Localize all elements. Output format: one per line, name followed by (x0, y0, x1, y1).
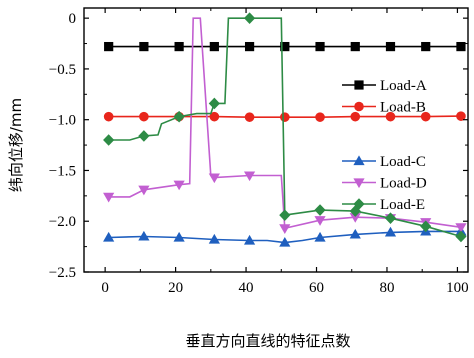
data-point-load-d (279, 224, 291, 234)
x-tick-label: 100 (446, 280, 469, 296)
data-point-load-c (173, 231, 185, 242)
series-load-a (104, 41, 466, 52)
data-point-load-b (420, 111, 431, 122)
legend-item-load-b: Load-B (342, 100, 426, 116)
legend: Load-A Load-B Load-C Load-D Load-E (342, 78, 427, 213)
data-point-load-c (279, 236, 291, 247)
legend-swatch-marker (353, 198, 365, 210)
legend-swatch-marker (354, 80, 364, 90)
data-point-load-a (421, 41, 431, 52)
axes: 0 20 40 60 80 100 0 −0.5 −1.0 −1.5 −2.0 −2.5 (49, 7, 469, 296)
x-tick-label: 20 (168, 280, 183, 296)
data-point-load-a (244, 41, 255, 52)
data-point-load-e (173, 110, 185, 123)
data-point-load-e (208, 97, 220, 110)
series-load-e (103, 12, 467, 243)
y-tick-label: −2.5 (49, 265, 76, 281)
data-point-load-b (350, 111, 361, 122)
data-point-load-b (103, 111, 114, 122)
data-point-load-b (280, 112, 290, 122)
x-tick-label: 80 (379, 280, 394, 296)
data-point-load-e (103, 134, 115, 146)
data-point-load-a (280, 41, 290, 52)
data-point-load-d (314, 216, 326, 226)
data-point-load-a (315, 41, 325, 52)
legend-item-load-a: Load-A (342, 78, 427, 94)
x-axis-title: 垂直方向直线的特征点数 (185, 332, 350, 350)
legend-swatch-marker (354, 101, 364, 112)
data-point-load-b (456, 111, 466, 121)
legend-group-1: Load-A Load-B (342, 78, 427, 116)
data-point-load-a (139, 41, 149, 52)
y-tick-label: −2.0 (49, 214, 76, 230)
plot-area (103, 12, 467, 247)
data-point-load-c (103, 231, 115, 242)
data-point-load-e (455, 230, 467, 243)
x-tick-label: 0 (101, 280, 109, 296)
data-point-load-d (138, 185, 150, 196)
data-point-load-e (384, 212, 397, 224)
data-point-load-d (208, 173, 220, 184)
data-point-load-a (456, 41, 466, 52)
legend-item-load-d: Load-D (342, 176, 427, 192)
data-point-load-e (314, 204, 326, 216)
y-tick-label: 0 (69, 11, 77, 27)
y-tick-label: −1.0 (49, 113, 76, 129)
legend-swatch-marker (353, 178, 365, 189)
data-point-load-c (208, 233, 220, 244)
data-point-load-c (243, 234, 256, 245)
data-point-load-e (420, 220, 432, 233)
data-point-load-c (349, 228, 361, 239)
plot-frame (83, 7, 469, 273)
data-point-load-b (385, 111, 396, 122)
legend-item-load-c: Load-C (342, 154, 426, 170)
legend-label: Load-D (380, 176, 427, 192)
data-point-load-b (244, 112, 255, 122)
data-point-load-d (349, 213, 361, 223)
series-load-b (103, 111, 466, 122)
data-point-load-c (384, 226, 397, 237)
data-point-load-e (279, 209, 291, 221)
data-point-load-d (455, 223, 467, 233)
legend-label: Load-C (380, 154, 426, 170)
series-load-d (103, 17, 467, 234)
y-tick-label: −1.5 (49, 163, 76, 179)
x-tick-label: 60 (309, 280, 324, 296)
y-axis-title: 纬向位移/mm (7, 98, 25, 192)
data-point-load-d (173, 180, 185, 191)
data-point-load-a (385, 41, 396, 52)
data-point-load-b (315, 112, 325, 122)
legend-label: Load-B (380, 100, 426, 116)
legend-item-load-e: Load-E (342, 197, 425, 213)
data-point-load-e (138, 130, 150, 142)
x-tick-label: 40 (239, 280, 254, 296)
legend-label: Load-A (380, 78, 427, 94)
data-point-load-c (138, 230, 150, 241)
data-point-load-b (139, 111, 149, 122)
data-point-load-d (103, 192, 115, 203)
legend-swatch-marker (353, 155, 365, 166)
data-point-load-a (350, 41, 360, 52)
series-load-c (103, 225, 467, 247)
data-point-load-c (314, 231, 326, 242)
data-point-load-a (174, 41, 184, 52)
data-point-load-a (104, 41, 114, 52)
data-point-load-a (209, 41, 219, 52)
data-point-load-d (243, 171, 256, 182)
legend-label: Load-E (380, 197, 425, 213)
data-point-load-e (243, 12, 256, 24)
legend-group-2: Load-C Load-D Load-E (342, 154, 427, 213)
y-tick-label: −0.5 (49, 62, 76, 78)
data-point-load-b (209, 111, 220, 122)
